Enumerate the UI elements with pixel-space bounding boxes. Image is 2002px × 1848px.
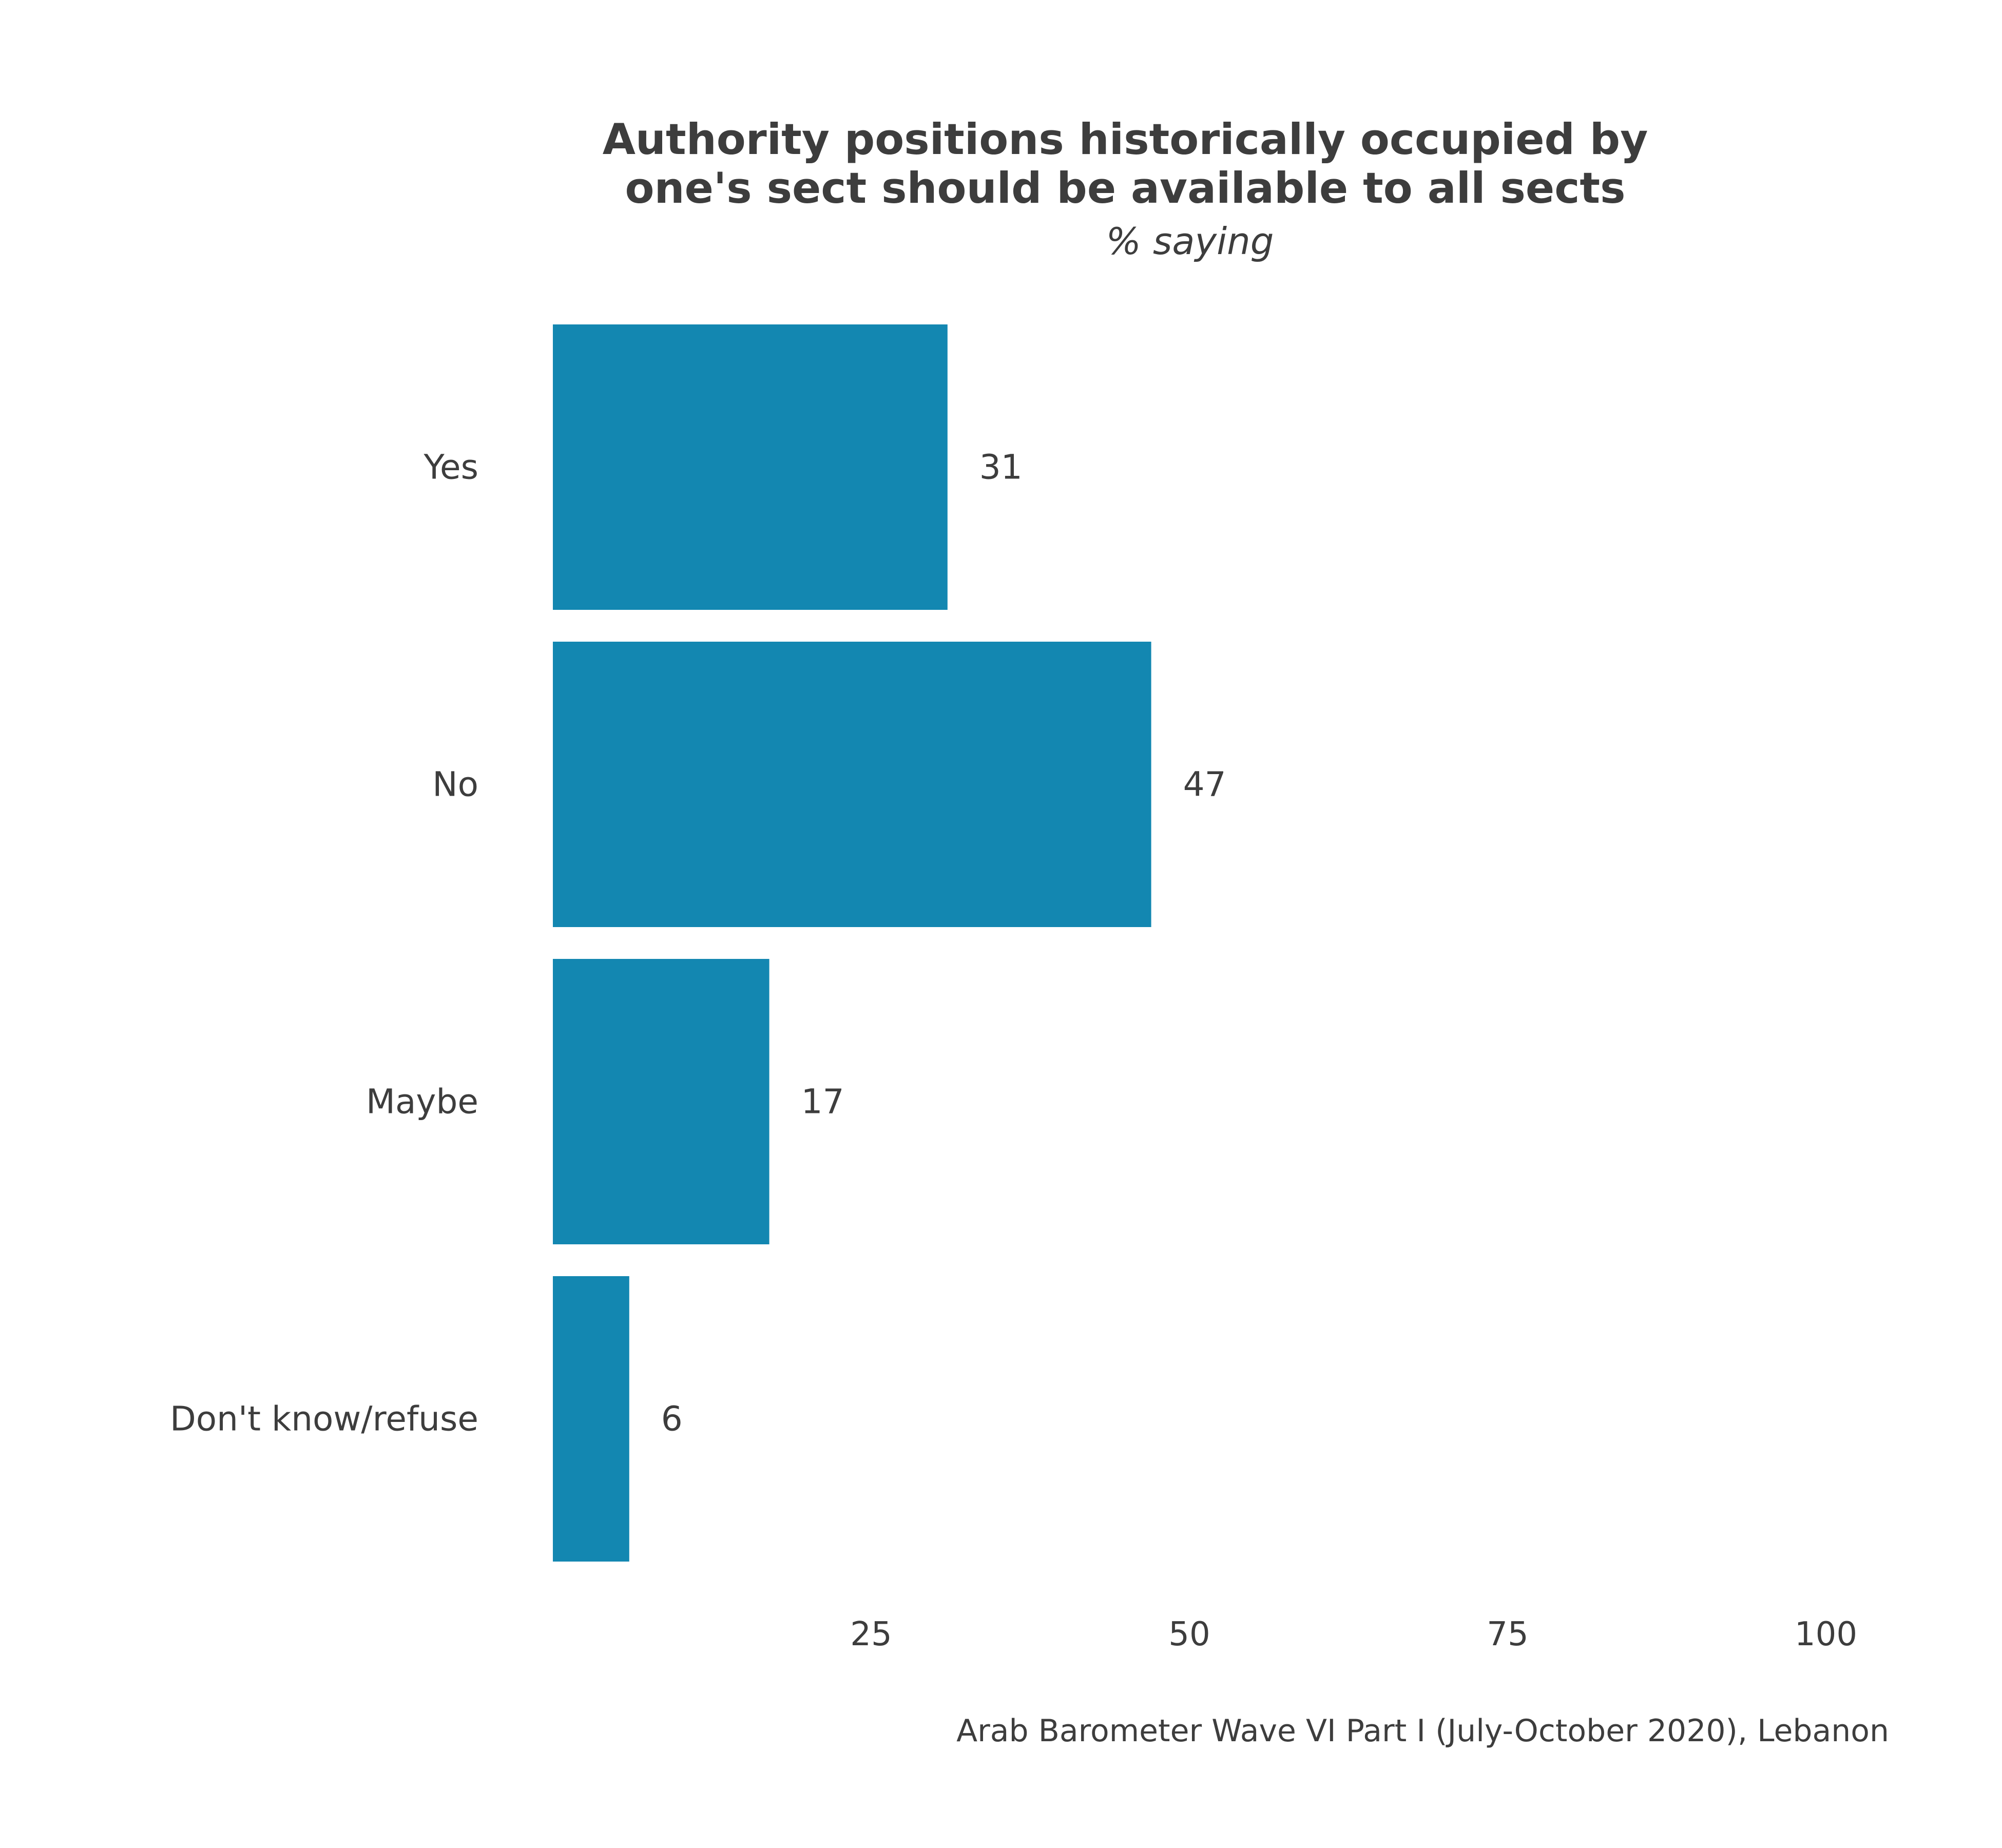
category-label-no: No [432,765,478,804]
bar-maybe [553,959,769,1244]
chart-caption: Arab Barometer Wave VI Part I (July-Octo… [956,1713,1889,1749]
value-labels: 31 47 17 6 [661,448,1226,1439]
bars-group [553,324,1151,1562]
category-labels: Yes No Maybe Don't know/refuse [170,448,478,1439]
value-label-don-t-know-refuse: 6 [661,1399,683,1439]
bar-don-t-know-refuse [553,1276,629,1562]
chart-title-line-2: one's sect should be available to all se… [625,163,1625,213]
x-tick-label-100: 100 [1795,1615,1857,1653]
x-tick-label-50: 50 [1168,1615,1210,1653]
x-tick-label-25: 25 [850,1615,892,1653]
category-label-don-t-know-refuse: Don't know/refuse [170,1399,478,1439]
value-label-maybe: 17 [801,1082,844,1122]
value-label-no: 47 [1183,765,1226,804]
bar-no [553,642,1151,927]
chart-title-line-1: Authority positions historically occupie… [603,114,1648,164]
category-label-maybe: Maybe [366,1082,478,1122]
category-label-yes: Yes [423,448,478,487]
x-tick-label-75: 75 [1487,1615,1528,1653]
value-label-yes: 31 [979,448,1023,487]
chart-subtitle: % saying [1106,220,1274,263]
bar-yes [553,324,948,610]
x-axis-ticks: 25 50 75 100 [850,1615,1857,1653]
